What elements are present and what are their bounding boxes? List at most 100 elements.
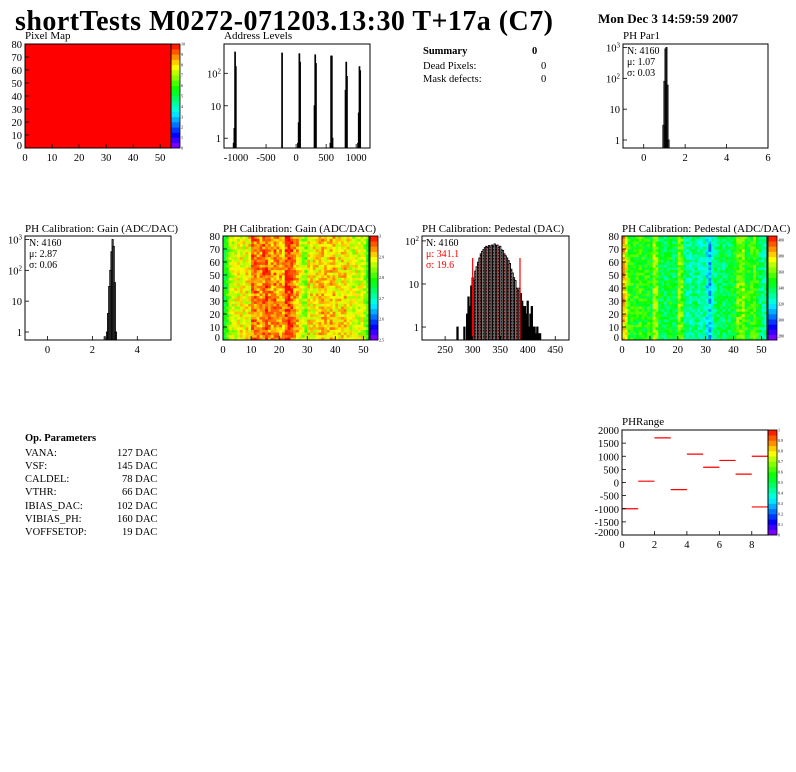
heatmap-cell (273, 269, 277, 273)
palette-bin (370, 236, 378, 242)
heatmap-cell (234, 249, 238, 252)
palette-bin (370, 277, 378, 284)
heatmap-cell (298, 282, 302, 286)
heatmap-cell (349, 251, 353, 255)
heatmap-cell (753, 251, 757, 255)
heatmap-cell (281, 311, 286, 315)
heatmap-cell (296, 259, 300, 263)
heatmap-cell (635, 319, 640, 323)
heatmap-cell (223, 311, 227, 315)
heatmap-cell (649, 249, 653, 252)
heatmap-cell (237, 264, 241, 268)
heatmap-cell (697, 285, 701, 289)
heatmap-cell (304, 249, 308, 252)
heatmap-cell (750, 329, 754, 333)
heatmap-cell (725, 324, 729, 328)
heatmap-cell (744, 269, 748, 273)
heatmap-cell (318, 288, 322, 291)
heatmap-cell (321, 241, 325, 245)
heatmap-cell (700, 264, 704, 268)
heatmap-cell (307, 280, 311, 284)
heatmap-cell (329, 314, 333, 317)
heatmap-cell (661, 337, 665, 341)
heatmap-cell (624, 259, 628, 263)
heatmap-cell (296, 311, 300, 315)
heatmap-cell (281, 272, 286, 276)
heatmap-cell (627, 332, 631, 336)
heatmap-cell (702, 303, 706, 307)
x-tick-label: 0 (220, 345, 225, 356)
heatmap-cell (714, 262, 718, 265)
heatmap-cell (267, 277, 272, 281)
heatmap-cell (705, 246, 709, 250)
heatmap-cell (711, 251, 715, 255)
heatmap-cell (638, 267, 642, 271)
heatmap-cell (363, 306, 367, 310)
heatmap-cell (245, 275, 249, 278)
heatmap-cell (649, 282, 653, 286)
heatmap-cell (366, 243, 370, 247)
heatmap-cell (287, 334, 291, 338)
heatmap-cell (730, 321, 734, 325)
heatmap-cell (279, 295, 283, 299)
heatmap-cell (312, 243, 316, 247)
heatmap-cell (349, 319, 353, 323)
heatmap-cell (708, 267, 712, 271)
heatmap-cell (251, 324, 255, 328)
heatmap-cell (630, 285, 634, 289)
heatmap-cell (725, 262, 729, 265)
heatmap-cell (691, 254, 695, 258)
x-tick-label: 0 (619, 540, 624, 551)
heatmap-cell (290, 275, 294, 278)
summary-title: Summary (423, 46, 468, 57)
heatmap-cell (633, 236, 637, 239)
heatmap-cell (688, 324, 693, 328)
heatmap-cell (225, 236, 229, 239)
heatmap-cell (329, 319, 333, 323)
heatmap-cell (736, 241, 740, 245)
heatmap-cell (627, 280, 631, 284)
heatmap-cell (312, 329, 316, 333)
heatmap-cell (714, 241, 718, 245)
heatmap-cell (658, 306, 662, 310)
heatmap-cell (265, 285, 269, 289)
op-param-value: 160 DAC (117, 514, 158, 525)
heatmap-cell (304, 288, 308, 291)
heatmap-cell (658, 246, 662, 250)
heatmap-cell (296, 316, 300, 320)
heatmap-cell (363, 238, 367, 242)
heatmap-cell (697, 293, 701, 297)
heatmap-cell (663, 311, 667, 315)
heatmap-cell (262, 337, 266, 341)
heatmap-cell (290, 303, 294, 307)
heatmap-cell (764, 256, 768, 260)
heatmap-cell (680, 337, 684, 341)
heatmap-cell (324, 324, 328, 328)
heatmap-cell (686, 290, 690, 294)
heatmap-cell (700, 324, 704, 328)
heatmap-cell (641, 324, 645, 328)
heatmap-cell (697, 241, 701, 245)
heatmap-cell (360, 337, 364, 341)
heatmap-cell (324, 332, 328, 336)
heatmap-cell (366, 319, 370, 323)
heatmap-cell (287, 306, 291, 310)
heatmap-cell (652, 288, 656, 291)
heatmap-cell (335, 288, 339, 291)
heatmap-cell (730, 306, 734, 310)
heatmap-cell (248, 243, 252, 247)
heatmap-cell (630, 264, 634, 268)
heatmap-cell (360, 329, 364, 333)
heatmap-cell (335, 269, 339, 273)
heatmap-cell (253, 254, 257, 258)
heatmap-cell (683, 303, 687, 307)
heatmap-cell (708, 241, 712, 245)
heatmap-cell (644, 269, 648, 273)
heatmap-cell (251, 275, 255, 278)
heatmap-cell (719, 329, 723, 333)
heatmap-cell (711, 272, 715, 276)
heatmap-cell (290, 243, 294, 247)
heatmap-cell (727, 337, 732, 341)
heatmap-cell (644, 319, 648, 323)
timestamp: Mon Dec 3 14:59:59 2007 (598, 11, 739, 26)
